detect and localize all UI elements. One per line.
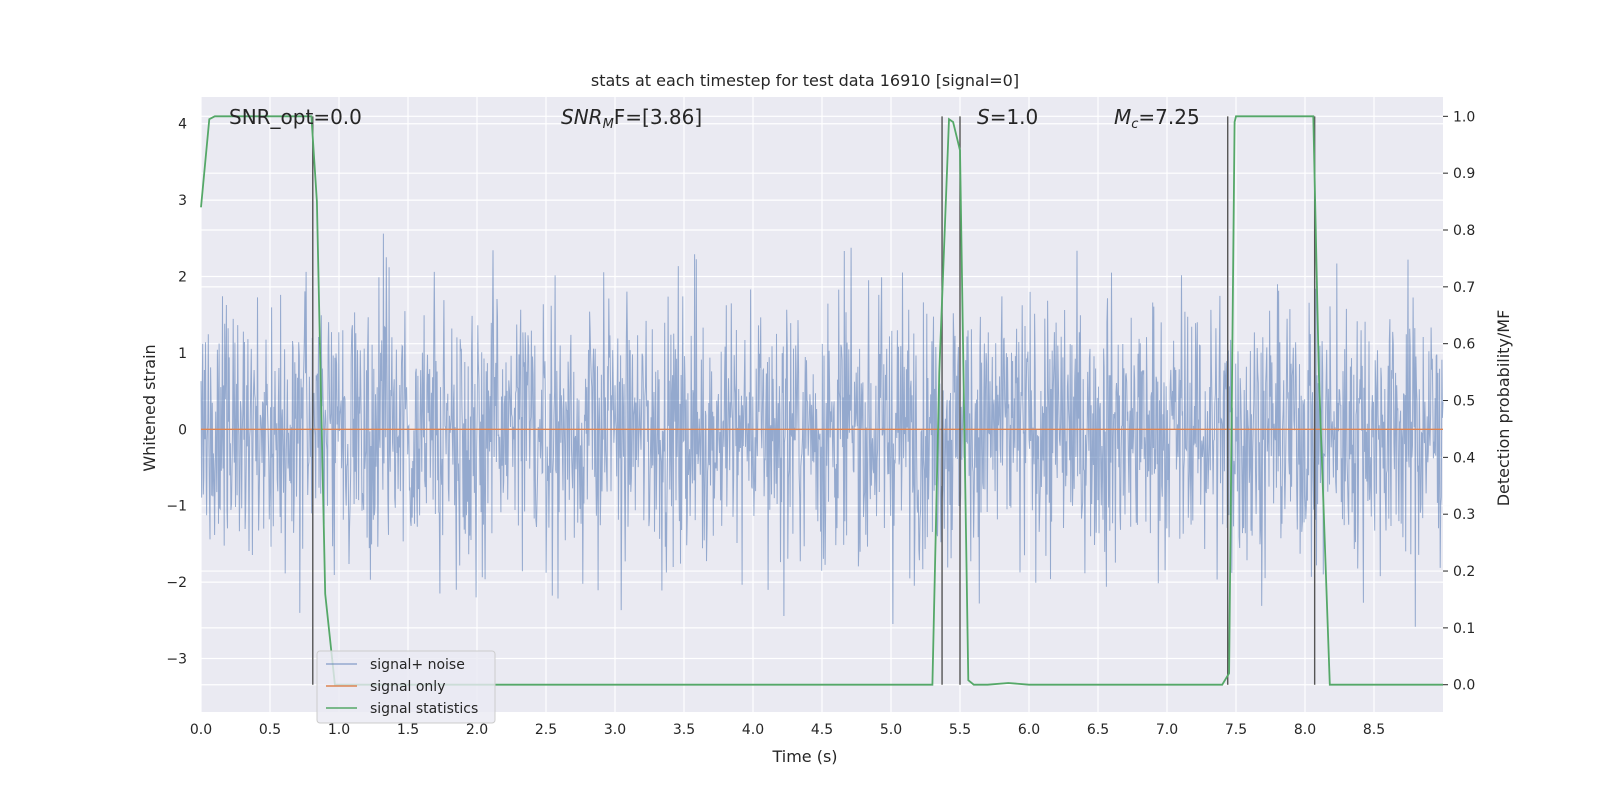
- x-tick-label: 8.5: [1363, 722, 1385, 738]
- event-markers: [312, 116, 1316, 685]
- x-tick-label: 2.5: [535, 722, 557, 738]
- x-tick-label: 7.5: [1225, 722, 1247, 738]
- y2-tick-label: 0.6: [1453, 337, 1475, 353]
- x-tick-label: 0.0: [190, 722, 212, 738]
- y2-tick-label: 0.7: [1453, 280, 1475, 296]
- y2-tick-label: 0.3: [1453, 507, 1475, 523]
- annotation-snr-mf: SNRMF=[3.86]: [561, 105, 702, 132]
- y2-tick-label: 0.0: [1453, 678, 1475, 694]
- y2-tick-label: 0.4: [1453, 450, 1475, 466]
- x-tick-label: 8.0: [1294, 722, 1316, 738]
- annotation-mc-sub: c: [1131, 117, 1138, 132]
- annotation-s: S=1.0: [977, 105, 1038, 129]
- annotation-s-rest: =1.0: [990, 105, 1039, 129]
- legend: signal+ noise signal only signal statist…: [316, 650, 496, 724]
- y-tick-label: 3: [178, 193, 187, 209]
- y-tick-label: −1: [166, 499, 187, 515]
- x-tick-label: 1.0: [328, 722, 350, 738]
- y2-tick-label: 0.9: [1453, 166, 1475, 182]
- annotation-mc-var: M: [1114, 105, 1131, 129]
- x-tick-label: 3.5: [673, 722, 695, 738]
- legend-label-signal-only: signal only: [370, 679, 445, 695]
- annotation-snr-mf-rest: F=[3.86]: [614, 105, 702, 129]
- y-axis-ticks: −3 −2 −1 0 1 2 3 4: [166, 117, 187, 668]
- x-tick-label: 2.0: [466, 722, 488, 738]
- y-tick-label: 1: [178, 346, 187, 362]
- y2-tick-label: 0.8: [1453, 223, 1475, 239]
- legend-label-signal-noise: signal+ noise: [370, 657, 465, 673]
- legend-label-signal-statistics: signal statistics: [370, 701, 478, 717]
- x-tick-label: 3.0: [604, 722, 626, 738]
- x-tick-label: 4.5: [811, 722, 833, 738]
- annotation-snr-mf-sub: M: [603, 117, 614, 132]
- y-tick-label: 2: [178, 270, 187, 286]
- series-signal-noise: [200, 233, 1444, 627]
- y2-tick-label: 0.1: [1453, 621, 1475, 637]
- legend-box: [316, 650, 496, 724]
- x-tick-label: 0.5: [259, 722, 281, 738]
- series-line-signal-noise: [200, 233, 1444, 627]
- x-axis-ticks: 0.0 0.5 1.0 1.5 2.0 2.5 3.0 3.5 4.0 4.5 5.0 5.5 6.0 6…: [190, 722, 1385, 738]
- x-tick-label: 5.0: [880, 722, 902, 738]
- y2-axis-ticks: 0.0 0.1 0.2 0.3 0.4 0.5 0.6 0.7 0.8 0.9 1.0: [1443, 109, 1475, 694]
- plot-area-group: [200, 97, 1444, 712]
- y-tick-label: 4: [178, 117, 187, 133]
- x-tick-label: 1.5: [397, 722, 419, 738]
- y2-axis-label: Detection probability/MF: [1494, 310, 1513, 507]
- series-signal-statistics: [200, 115, 1443, 686]
- series-line-signal-statistics: [200, 115, 1443, 686]
- y-axis-label: Whitened strain: [140, 344, 159, 471]
- y-tick-label: −3: [166, 652, 187, 668]
- x-tick-label: 7.0: [1156, 722, 1178, 738]
- y2-tick-label: 0.5: [1453, 394, 1475, 410]
- x-axis-label: Time (s): [771, 747, 837, 766]
- x-tick-label: 6.5: [1087, 722, 1109, 738]
- annotation-mc-rest: =7.25: [1138, 105, 1199, 129]
- x-tick-label: 4.0: [742, 722, 764, 738]
- y-tick-label: 0: [178, 422, 187, 438]
- y2-tick-label: 0.2: [1453, 564, 1475, 580]
- chart-title: stats at each timestep for test data 169…: [591, 71, 1019, 90]
- annotation-mc: Mc=7.25: [1114, 105, 1200, 132]
- annotation-snr-opt: SNR_opt=0.0: [229, 105, 362, 129]
- annotation-snr-mf-base: SNR: [561, 105, 603, 129]
- x-tick-label: 5.5: [949, 722, 971, 738]
- annotation-s-var: S: [977, 105, 990, 129]
- x-tick-label: 6.0: [1018, 722, 1040, 738]
- y2-tick-label: 1.0: [1453, 109, 1475, 125]
- y-tick-label: −2: [166, 575, 187, 591]
